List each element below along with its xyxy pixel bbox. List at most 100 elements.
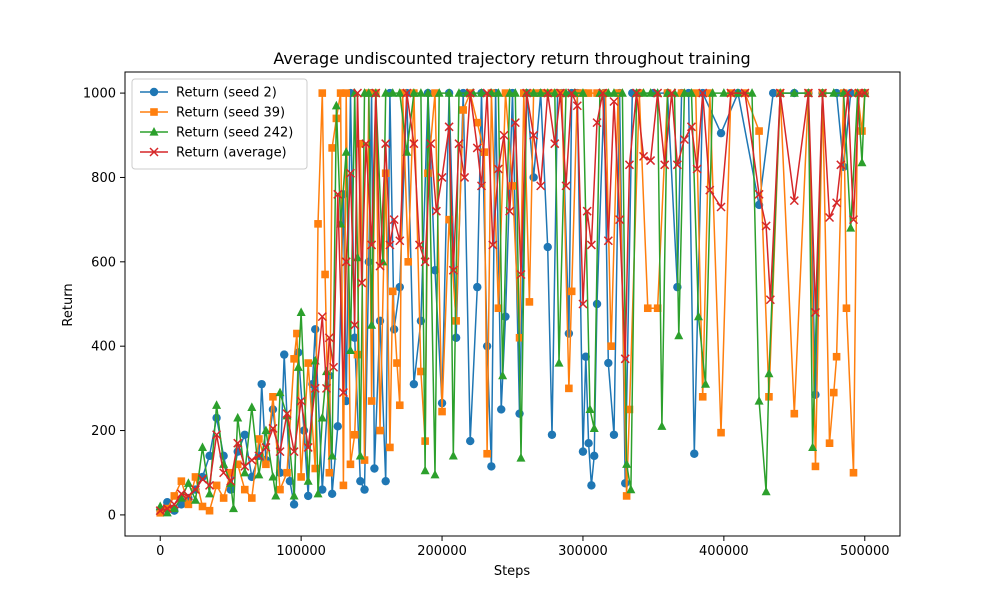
data-point: [381, 88, 391, 97]
data-point: [483, 449, 491, 458]
data-point: [480, 148, 489, 156]
data-point: [529, 130, 539, 140]
data-point: [701, 379, 711, 388]
data-point: [361, 139, 371, 149]
data-point: [476, 181, 487, 191]
data-point: [293, 362, 303, 371]
marker-stroke: [371, 88, 381, 98]
y-tick-label: 1000: [83, 87, 116, 102]
data-point: [360, 485, 369, 494]
data-point: [240, 430, 249, 439]
legend-label: Return (seed 2): [176, 86, 277, 101]
marker-stroke: [836, 160, 846, 170]
data-point: [586, 240, 596, 250]
data-point: [386, 443, 394, 452]
data-point: [482, 341, 492, 351]
marker-stroke: [488, 240, 498, 250]
data-point: [558, 89, 566, 97]
marker-stroke: [338, 388, 348, 398]
marker-stroke: [825, 212, 835, 223]
data-point: [317, 312, 327, 322]
data-point: [460, 172, 470, 182]
data-point: [254, 451, 264, 461]
data-point: [310, 383, 320, 393]
marker-stroke: [162, 504, 172, 514]
legend-item: Return (seed 242): [140, 126, 293, 141]
data-point: [657, 421, 667, 430]
marker-stroke: [212, 430, 222, 440]
marker-stroke: [567, 88, 577, 98]
legend-label: Return (seed 39): [176, 106, 285, 121]
data-point: [276, 485, 284, 494]
data-point: [543, 88, 553, 98]
data-point: [589, 423, 599, 433]
data-point: [621, 479, 630, 488]
data-point: [350, 320, 360, 330]
data-point: [472, 143, 482, 153]
data-point: [357, 278, 367, 288]
data-point: [761, 221, 771, 231]
data-point: [698, 393, 707, 401]
marker-stroke: [653, 88, 663, 98]
marker-stroke: [381, 139, 391, 149]
marker-stroke: [692, 164, 702, 174]
data-point: [367, 397, 376, 405]
data-point: [686, 88, 696, 97]
x-axis-label: Steps: [494, 564, 531, 579]
data-point: [314, 220, 322, 228]
data-point: [341, 147, 351, 156]
data-point: [768, 88, 778, 98]
data-point: [498, 370, 508, 380]
data-point: [639, 88, 649, 97]
data-point: [497, 405, 506, 414]
data-point: [371, 88, 381, 98]
marker-stroke: [505, 206, 515, 216]
marker-stroke: [561, 181, 571, 191]
data-point: [561, 181, 571, 191]
data-point: [289, 490, 299, 500]
data-point: [740, 88, 750, 98]
data-point: [747, 88, 757, 97]
data-point: [643, 304, 652, 313]
marker-stroke: [510, 118, 520, 128]
data-point: [487, 462, 496, 471]
data-point: [353, 350, 362, 359]
legend-box: [131, 78, 308, 170]
data-point: [331, 100, 341, 110]
marker-stroke: [426, 139, 436, 149]
data-point: [679, 88, 689, 97]
data-point: [404, 258, 413, 266]
marker-stroke: [536, 181, 546, 191]
data-point: [356, 476, 365, 486]
marker-stroke: [282, 409, 292, 419]
data-point: [543, 242, 552, 252]
data-point: [162, 507, 172, 517]
x-tick-label: 200000: [417, 544, 467, 559]
data-point: [269, 393, 277, 401]
marker-stroke: [493, 164, 503, 174]
data-point: [708, 88, 718, 97]
data-point: [240, 467, 250, 477]
marker-stroke: [686, 122, 696, 132]
data-point: [350, 430, 359, 439]
data-point: [385, 240, 395, 250]
marker-stroke: [317, 312, 327, 322]
data-point: [437, 172, 447, 182]
data-point: [375, 261, 385, 271]
y-tick-label: 600: [91, 255, 116, 270]
data-point: [626, 484, 636, 494]
marker-stroke: [303, 442, 313, 452]
data-point: [561, 88, 571, 97]
plot-frame: [124, 71, 901, 537]
marker-stroke: [672, 160, 682, 170]
data-point: [448, 265, 458, 275]
data-point: [691, 89, 700, 97]
marker-stroke: [499, 130, 509, 140]
data-point: [510, 88, 520, 97]
marker-stroke: [333, 189, 343, 199]
legend-marker: [149, 127, 159, 136]
data-point: [672, 160, 682, 170]
data-point: [356, 139, 365, 148]
legend-label: Return (average): [176, 146, 287, 161]
